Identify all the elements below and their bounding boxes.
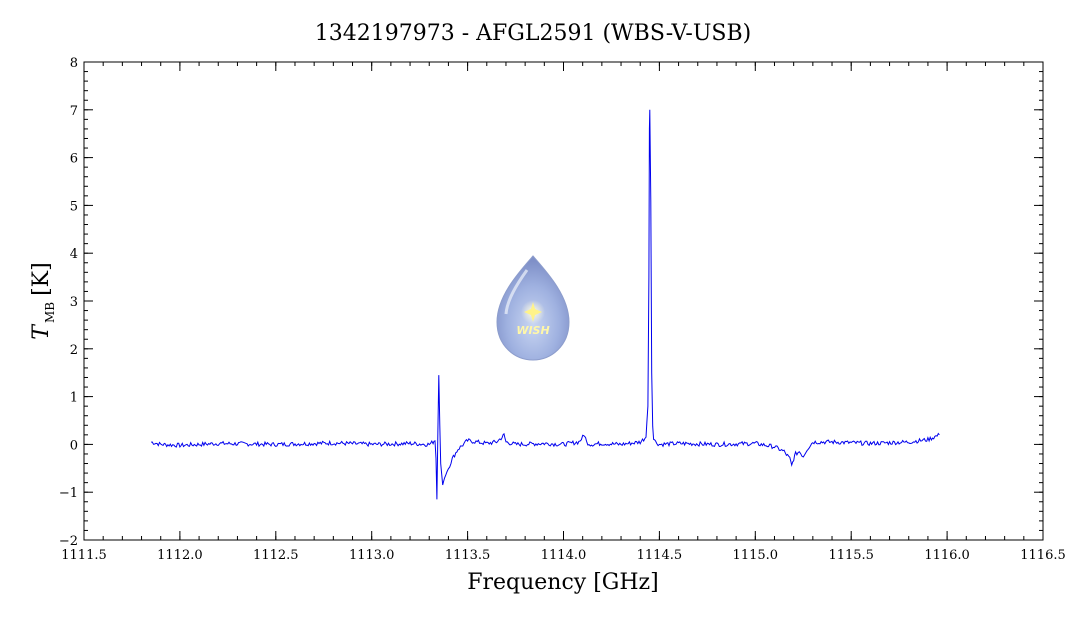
x-tick-label: 1113.5	[445, 548, 491, 563]
wish-logo: WISH	[496, 255, 570, 361]
svg-text:TMB[K]: TMB [K]	[29, 262, 57, 339]
y-tick-label: −2	[59, 534, 78, 549]
y-axis: −2 −1 0 1 2 3 4 5 6 7 8	[59, 56, 1043, 549]
series-layer	[151, 109, 940, 500]
x-tick-label: 1113.0	[349, 548, 395, 563]
y-tick-label: 7	[70, 104, 78, 119]
x-tick-label: 1115.5	[828, 548, 874, 563]
x-tick-label: 1116.5	[1020, 548, 1066, 563]
spectrum-line	[151, 109, 940, 500]
logo-text: WISH	[516, 324, 549, 337]
y-tick-label: 0	[70, 438, 78, 453]
y-tick-label: 1	[70, 391, 78, 406]
x-axis-label: Frequency [GHz]	[467, 570, 659, 595]
y-tick-label: 4	[70, 247, 78, 262]
y-label-unit: [K]	[29, 262, 54, 296]
x-tick-label: 1112.0	[157, 548, 203, 563]
y-tick-label: 6	[70, 152, 78, 167]
star-icon	[524, 302, 542, 322]
x-tick-label: 1112.5	[253, 548, 299, 563]
y-tick-label: −1	[59, 486, 78, 501]
x-tick-label: 1114.5	[637, 548, 683, 563]
chart-title: 1342197973 - AFGL2591 (WBS-V-USB)	[315, 21, 751, 46]
y-tick-label: 2	[70, 343, 78, 358]
y-label-symbol: T	[29, 323, 54, 340]
x-tick-label: 1111.5	[61, 548, 107, 563]
y-axis-label: TMB [K]	[29, 262, 57, 339]
x-axis: 1111.5 1112.0 1112.5 1113.0 1113.5 1114.0 1114…	[61, 62, 1066, 563]
y-tick-label: 5	[70, 199, 78, 214]
x-tick-label: 1115.0	[733, 548, 779, 563]
x-tick-label: 1116.0	[924, 548, 970, 563]
y-tick-label: 8	[70, 56, 78, 71]
y-label-subscript: MB	[43, 302, 57, 323]
x-tick-label: 1114.0	[541, 548, 587, 563]
y-tick-label: 3	[70, 295, 78, 310]
